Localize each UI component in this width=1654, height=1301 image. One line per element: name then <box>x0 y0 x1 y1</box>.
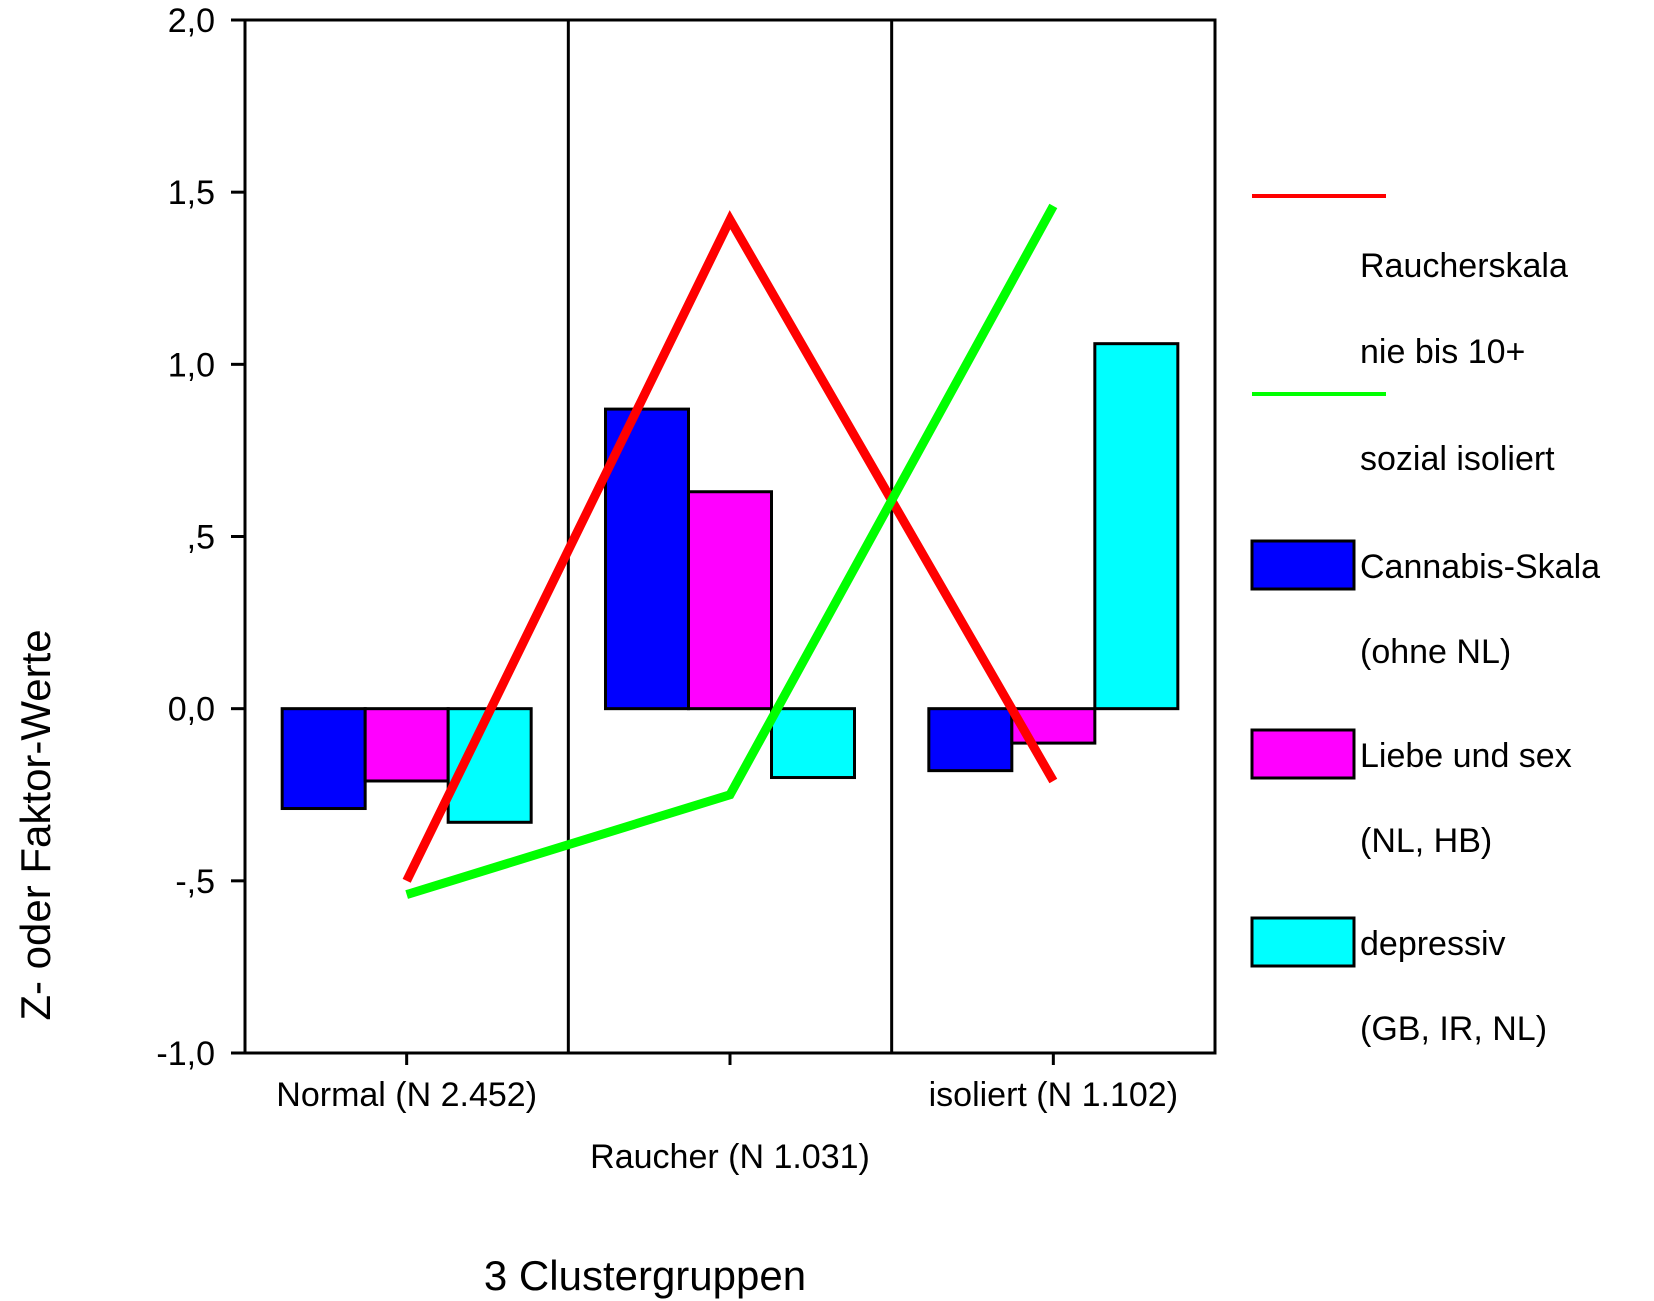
bar <box>1093 342 1180 711</box>
legend-bar-swatch <box>1250 728 1356 780</box>
lines <box>402 203 1058 899</box>
y-tick-label: -,5 <box>175 863 215 901</box>
series-line <box>405 203 1058 899</box>
bar <box>770 707 856 780</box>
y-axis: -1,0 -,5 0,0 ,5 1,0 1,5 2,0 <box>156 2 245 1073</box>
x-category-label: Raucher (N 1.031) <box>590 1138 870 1176</box>
x-axis-title: 3 Clustergruppen <box>484 1252 806 1299</box>
legend-label: Cannabis-Skala <box>1360 548 1600 586</box>
legend-label: depressiv <box>1360 925 1506 963</box>
y-tick-label: 2,0 <box>168 2 215 40</box>
y-tick-label: 0,0 <box>168 691 215 729</box>
legend-label: (NL, HB) <box>1360 822 1492 860</box>
y-tick-label: -1,0 <box>156 1035 215 1073</box>
bars <box>280 342 1180 824</box>
legend-bar-swatch <box>1250 539 1356 591</box>
legend-label: Raucherskala <box>1360 247 1568 285</box>
x-axis: Normal (N 2.452) Raucher (N 1.031) isolier… <box>276 1053 1178 1176</box>
bar <box>280 707 367 811</box>
cluster-separators <box>566 20 894 1053</box>
y-axis-title: Z- oder Faktor-Werte <box>12 629 59 1020</box>
legend-label: (ohne NL) <box>1360 633 1511 671</box>
y-tick-label: ,5 <box>187 519 215 557</box>
legend-bar-swatch <box>1250 916 1356 968</box>
legend-label: (GB, IR, NL) <box>1360 1010 1547 1048</box>
legend-label: sozial isoliert <box>1360 440 1555 478</box>
y-tick-label: 1,5 <box>168 174 215 212</box>
legend: Raucherskala nie bis 10+ sozial isoliert Ca… <box>1250 194 1600 1048</box>
x-category-label: isoliert (N 1.102) <box>929 1076 1178 1114</box>
x-category-label: Normal (N 2.452) <box>276 1076 537 1114</box>
legend-label: nie bis 10+ <box>1360 333 1525 371</box>
bar <box>687 490 773 711</box>
series-line <box>402 210 1058 883</box>
legend-label: Liebe und sex <box>1360 737 1572 775</box>
bar <box>604 407 690 711</box>
bar <box>927 707 1014 773</box>
y-tick-label: 1,0 <box>168 346 215 384</box>
bar <box>363 707 450 783</box>
